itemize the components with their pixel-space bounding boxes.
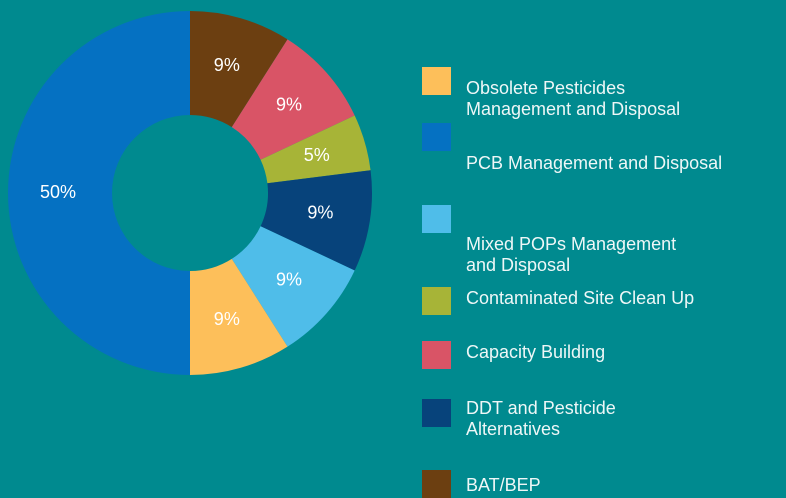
data-label: 9% — [214, 55, 240, 75]
data-label: 9% — [276, 269, 302, 289]
legend-label: Contaminated Site Clean Up — [466, 288, 695, 308]
legend-label: DDT and Pesticide Alternatives — [466, 398, 616, 439]
data-label-unit: % — [314, 145, 330, 165]
data-label: 9% — [276, 94, 302, 114]
donut-slice — [190, 258, 288, 375]
data-label-unit: % — [286, 269, 302, 289]
legend-label: Mixed POPs Management and Disposal — [466, 234, 677, 275]
legend-swatch — [422, 341, 451, 369]
data-label-value: 9 — [276, 269, 286, 289]
data-label-unit: % — [60, 182, 76, 202]
legend-swatch — [422, 205, 451, 233]
legend-label: PCB Management and Disposal — [466, 153, 723, 173]
donut-slice — [231, 226, 355, 347]
legend-swatch — [422, 123, 451, 151]
data-label: 9% — [214, 309, 240, 329]
legend-swatch — [422, 470, 451, 498]
donut-slice — [260, 170, 372, 271]
data-label-value: 9 — [214, 55, 224, 75]
legend-swatch — [422, 67, 451, 95]
data-label-value: 9 — [307, 202, 317, 222]
donut-slice — [8, 11, 190, 375]
donut-slice — [231, 39, 355, 160]
data-label-unit: % — [224, 55, 240, 75]
data-label-unit: % — [286, 94, 302, 114]
data-label-value: 50 — [40, 182, 60, 202]
data-label-unit: % — [224, 309, 240, 329]
data-label: 50% — [40, 182, 76, 202]
data-label: 5% — [304, 145, 330, 165]
donut-slice — [190, 11, 288, 128]
data-label-value: 9 — [276, 94, 286, 114]
legend-label: Obsolete Pesticides Management and Dispo… — [466, 78, 681, 119]
donut-slice — [260, 115, 371, 184]
data-label-value: 9 — [214, 309, 224, 329]
legend-swatch — [422, 399, 451, 427]
data-label-unit: % — [317, 202, 333, 222]
data-label: 9% — [307, 202, 333, 222]
legend-swatch — [422, 287, 451, 315]
legend-label: Capacity Building — [466, 342, 606, 362]
data-label-value: 5 — [304, 145, 314, 165]
legend-label: BAT/BEP — [466, 475, 541, 495]
